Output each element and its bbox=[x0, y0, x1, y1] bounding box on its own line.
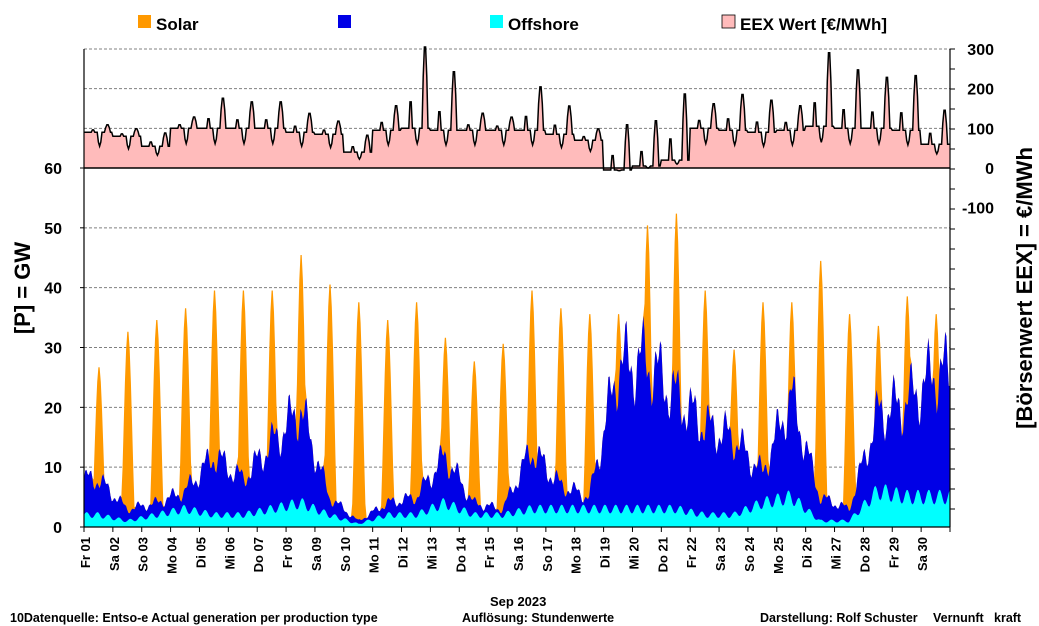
x-tick-label: Fr 22 bbox=[684, 537, 699, 568]
x-tick-label: Di 05 bbox=[193, 537, 208, 568]
x-tick-label: Mi 27 bbox=[829, 537, 844, 570]
x-tick-label: Sa 09 bbox=[309, 537, 324, 571]
footer-source: 10Datenquelle: Entso-e Actual generation… bbox=[10, 611, 378, 625]
x-tick-label: Mo 18 bbox=[569, 537, 584, 574]
right-tick-label: 200 bbox=[967, 82, 994, 99]
x-tick-label: Fr 15 bbox=[482, 537, 497, 568]
eex-line bbox=[84, 46, 950, 172]
x-tick-label: Mo 04 bbox=[165, 536, 180, 574]
x-tick-label: Fr 29 bbox=[886, 537, 901, 568]
x-tick-label: Fr 01 bbox=[78, 537, 93, 568]
legend-label: Solar bbox=[156, 15, 199, 34]
left-axis-title: [P] = GW bbox=[10, 242, 35, 335]
x-tick-label: Sa 16 bbox=[511, 537, 526, 571]
x-tick-label: Do 14 bbox=[453, 536, 468, 572]
x-tick-label: Sa 23 bbox=[713, 537, 728, 571]
left-tick-label: 30 bbox=[44, 341, 62, 358]
right-axis-title: [Börsenwert EEX] = €/MWh bbox=[1012, 147, 1037, 429]
footer-brand-black: kraft bbox=[994, 611, 1022, 625]
left-tick-label: 60 bbox=[44, 161, 62, 178]
left-tick-label: 0 bbox=[53, 520, 62, 537]
x-tick-label: Di 26 bbox=[800, 537, 815, 568]
legend-swatch bbox=[490, 15, 503, 28]
left-tick-label: 50 bbox=[44, 221, 62, 238]
x-tick-label: Mi 06 bbox=[222, 537, 237, 570]
footer-author: Darstellung: Rolf Schuster bbox=[760, 611, 918, 625]
legend-swatch bbox=[721, 14, 736, 29]
x-tick-label: Mo 11 bbox=[367, 537, 382, 573]
legend-swatch bbox=[338, 15, 351, 28]
x-tick-label: Mo 25 bbox=[771, 537, 786, 574]
legend-label: EEX Wert [€/MWh] bbox=[740, 15, 887, 34]
x-tick-label: Mi 13 bbox=[424, 537, 439, 570]
x-tick-label: Fr 08 bbox=[280, 537, 295, 568]
footer-brand-green: Vernunft bbox=[933, 611, 985, 625]
x-tick-label: Di 12 bbox=[396, 537, 411, 568]
x-tick-label: So 10 bbox=[338, 537, 353, 572]
x-tick-label: Do 07 bbox=[251, 537, 266, 572]
x-tick-label: Di 19 bbox=[598, 537, 613, 568]
legend-label: Offshore bbox=[508, 15, 579, 34]
left-tick-label: 20 bbox=[44, 400, 62, 417]
x-tick-label: Sa 02 bbox=[107, 537, 122, 571]
footer-resolution: Auflösung: Stundenwerte bbox=[462, 611, 614, 625]
x-tick-label: So 17 bbox=[540, 537, 555, 572]
right-tick-label: 300 bbox=[967, 42, 994, 59]
x-tick-label: Do 21 bbox=[655, 537, 670, 572]
offshore-area bbox=[84, 484, 950, 527]
x-tick-label: Do 28 bbox=[857, 537, 872, 572]
left-tick-label: 10 bbox=[44, 460, 62, 477]
right-tick-label: 100 bbox=[967, 121, 994, 138]
right-tick-label: 0 bbox=[985, 161, 994, 178]
x-tick-label: So 24 bbox=[742, 536, 757, 571]
x-tick-label: Mi 20 bbox=[626, 537, 641, 570]
wind-area bbox=[84, 315, 950, 527]
left-tick-label: 40 bbox=[44, 281, 62, 298]
x-tick-label: So 03 bbox=[136, 537, 151, 572]
x-axis-title: Sep 2023 bbox=[490, 594, 546, 609]
eex-area bbox=[84, 47, 950, 171]
right-tick-label: -100 bbox=[962, 201, 994, 218]
x-tick-label: Sa 30 bbox=[915, 537, 930, 571]
legend-swatch bbox=[138, 15, 151, 28]
